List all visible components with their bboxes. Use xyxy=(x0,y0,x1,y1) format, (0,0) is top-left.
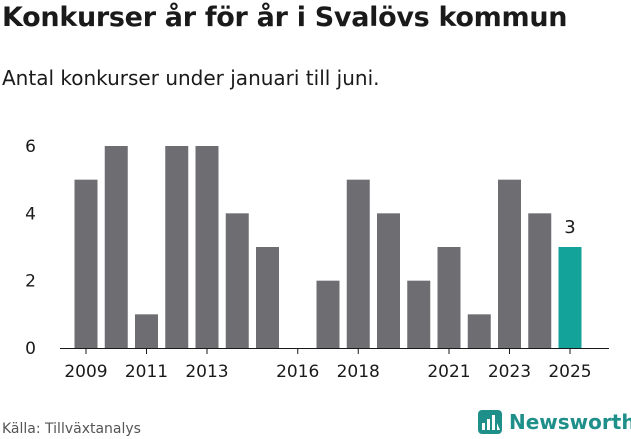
bar-2019 xyxy=(377,213,400,348)
y-tick-label: 6 xyxy=(25,137,36,157)
brand-logo[interactable]: Newsworthy xyxy=(477,409,631,435)
chart-subtitle: Antal konkurser under januari till juni. xyxy=(2,66,380,90)
y-tick-label: 0 xyxy=(25,339,36,359)
x-axis: 2009 2011 2013 2016 2018 2021 2023 2025 xyxy=(64,348,592,382)
x-tick-label: 2016 xyxy=(276,362,319,382)
bar-2020 xyxy=(407,280,431,348)
x-tick-label: 2018 xyxy=(337,362,380,382)
x-tick-label: 2023 xyxy=(488,362,531,382)
chart-title: Konkurser år för år i Svalövs kommun xyxy=(2,2,568,33)
bar-chart: 0 2 4 6 2009 2011 2013 2016 2018 2021 2023 2025 3 xyxy=(25,137,609,382)
bar-2021 xyxy=(437,247,461,348)
data-label: 3 xyxy=(564,217,575,238)
bar-2013 xyxy=(195,146,219,348)
bar-2022 xyxy=(467,314,491,348)
bar-2010 xyxy=(104,146,128,348)
bar-2025 xyxy=(558,247,582,348)
source-note: Källa: Tillväxtanalys xyxy=(2,421,141,437)
bar-2024 xyxy=(528,213,552,348)
y-tick-label: 4 xyxy=(25,204,36,224)
x-tick-label: 2013 xyxy=(185,362,228,382)
newsworthy-logo-icon xyxy=(478,410,502,434)
y-axis: 0 2 4 6 xyxy=(25,137,36,359)
bar-2015 xyxy=(256,247,279,348)
bar-2012 xyxy=(165,146,189,348)
x-tick-label: 2009 xyxy=(64,362,107,382)
brand-name: Newsworthy xyxy=(509,410,631,434)
x-tick-label: 2021 xyxy=(427,362,470,382)
bar-2011 xyxy=(135,314,158,348)
bar-2017 xyxy=(316,280,340,348)
bars xyxy=(74,146,582,348)
y-tick-label: 2 xyxy=(25,272,36,292)
x-tick-label: 2025 xyxy=(548,362,591,382)
bar-2018 xyxy=(346,179,370,348)
x-tick-label: 2011 xyxy=(125,362,168,382)
bar-2014 xyxy=(225,213,249,348)
bar-2009 xyxy=(74,179,98,348)
data-labels: 3 xyxy=(564,217,575,238)
bar-2023 xyxy=(498,179,521,348)
